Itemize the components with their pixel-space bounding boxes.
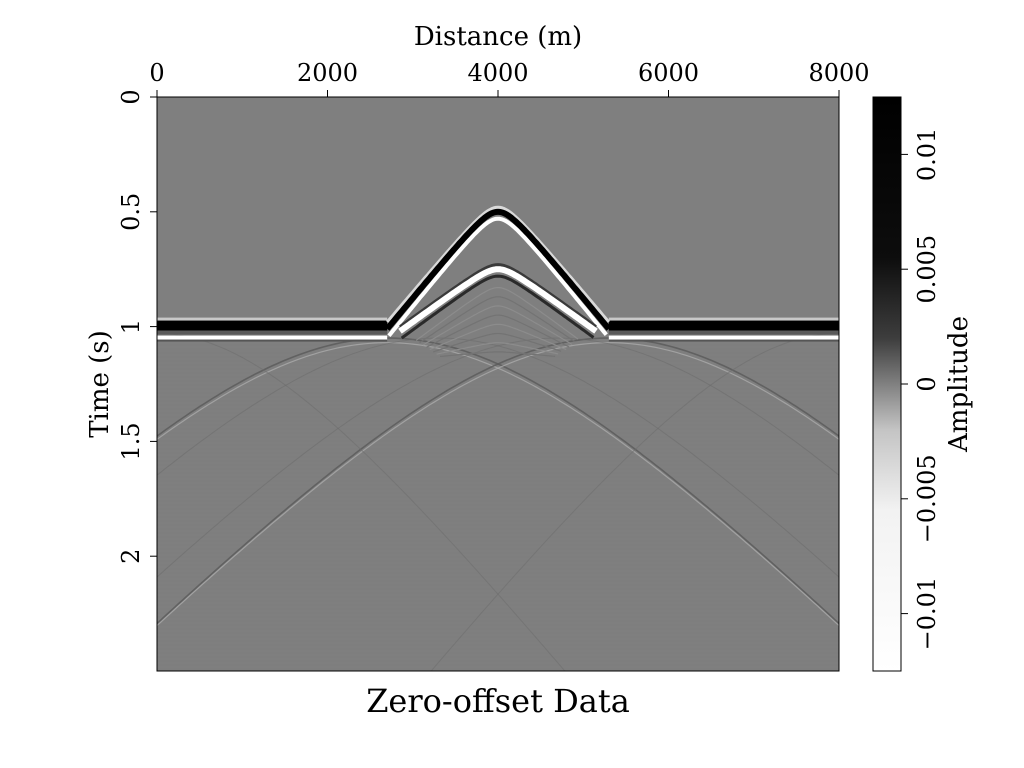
dome-internal-ringing bbox=[426, 314, 570, 348]
reflector-tail bbox=[608, 339, 839, 342]
y-tick-label: 1.5 bbox=[117, 422, 145, 460]
reflector-side-lobe bbox=[608, 330, 839, 335]
colorbar-tick-label: 0 bbox=[913, 376, 941, 391]
x-axis-ticks: 0 2000 4000 6000 8000 bbox=[149, 59, 870, 97]
dome-internal-ringing bbox=[436, 342, 559, 355]
y-tick-label: 0 bbox=[117, 89, 145, 104]
y-axis-label: Time (s) bbox=[85, 330, 115, 438]
colorbar-ticks: −0.01 −0.005 0 0.005 0.01 bbox=[901, 128, 941, 651]
y-tick-label: 0.5 bbox=[117, 193, 145, 231]
dome-internal-ringing bbox=[422, 305, 573, 346]
y-axis-ticks: 0 0.5 1 1.5 2 bbox=[117, 89, 157, 564]
dome-internal-ringing bbox=[415, 287, 579, 341]
dome-internal-ringing bbox=[433, 332, 562, 353]
dome-top-reflection bbox=[384, 208, 612, 331]
dome-internal-ringing bbox=[429, 323, 567, 351]
x-tick-label: 6000 bbox=[638, 59, 699, 87]
flat-reflector-segment bbox=[608, 320, 839, 331]
reflector-upper-halo bbox=[608, 317, 839, 321]
ringing-noise bbox=[157, 342, 839, 671]
x-axis-label: Distance (m) bbox=[414, 22, 582, 52]
reflector-upper-halo bbox=[157, 317, 388, 321]
reflector-lower-lobe bbox=[608, 335, 839, 340]
diffraction-right-dark bbox=[157, 337, 839, 625]
colorbar bbox=[872, 96, 902, 672]
diffraction-inner-right bbox=[157, 337, 839, 578]
dome-internal-ringing bbox=[439, 351, 556, 357]
colorbar-tick-label: −0.01 bbox=[913, 577, 941, 651]
plot-content bbox=[157, 205, 839, 671]
diffraction-right-light bbox=[157, 342, 839, 627]
colorbar-tick-label: 0.01 bbox=[913, 128, 941, 181]
reflector-lower-lobe bbox=[157, 335, 388, 340]
flat-reflector-segment bbox=[157, 320, 388, 331]
dome-base-halo bbox=[399, 263, 597, 328]
x-tick-label: 4000 bbox=[467, 59, 528, 87]
dome-top-halo bbox=[386, 205, 610, 323]
chart-title: Zero-offset Data bbox=[366, 682, 630, 720]
colorbar-tick-label: 0.005 bbox=[913, 235, 941, 304]
colorbar-tick-label: −0.005 bbox=[913, 454, 941, 543]
reflector-tail bbox=[157, 339, 388, 342]
dome-top-trough bbox=[387, 216, 608, 338]
edge-diffraction-right bbox=[430, 333, 839, 671]
y-tick-label: 1 bbox=[117, 319, 145, 334]
x-tick-label: 0 bbox=[149, 59, 164, 87]
dome-base-tail bbox=[400, 274, 595, 340]
x-tick-label: 2000 bbox=[297, 59, 358, 87]
dome-base-reflection bbox=[398, 266, 598, 334]
colorbar-label: Amplitude bbox=[944, 316, 974, 453]
y-tick-label: 2 bbox=[117, 549, 145, 564]
reflector-side-lobe bbox=[157, 330, 388, 335]
edge-diffraction-left bbox=[157, 333, 566, 671]
dome-internal-ringing bbox=[419, 296, 576, 344]
x-tick-label: 8000 bbox=[808, 59, 869, 87]
